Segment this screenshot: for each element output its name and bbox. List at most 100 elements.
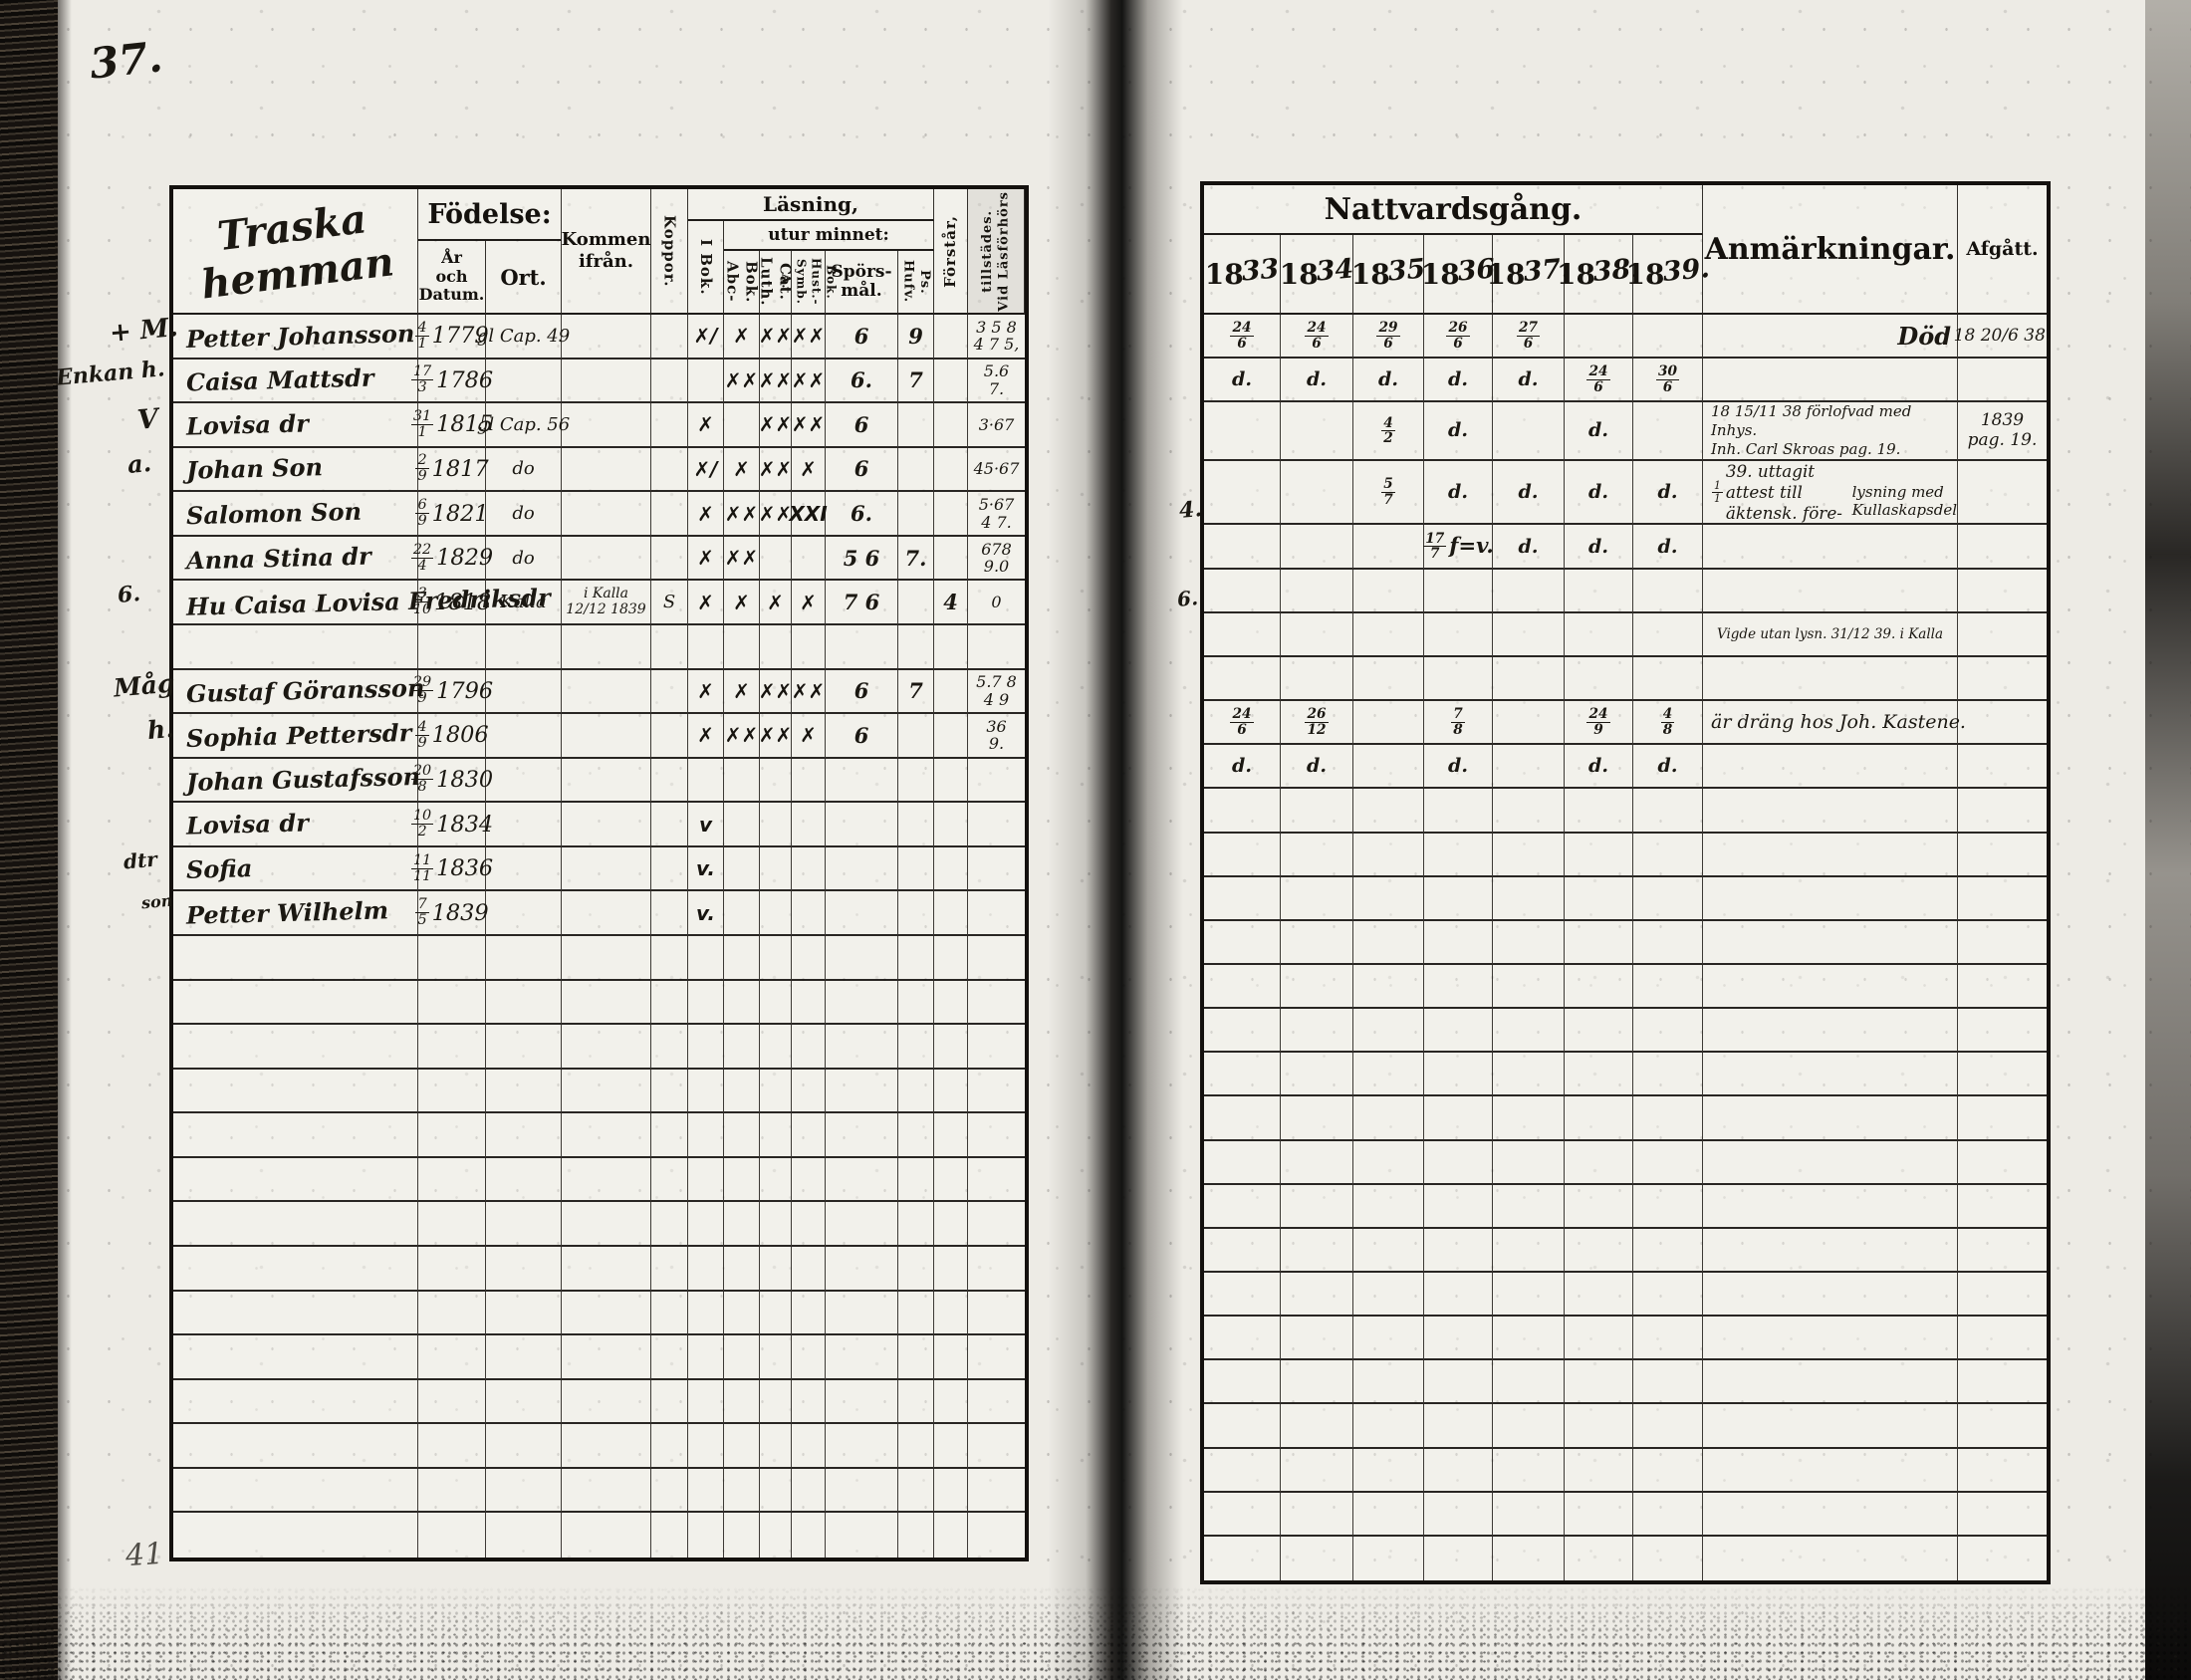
- right-cell-r17-c6: [1633, 1053, 1703, 1097]
- right-cell-r13-c6: [1633, 876, 1703, 921]
- left-cell-r12-c2: [486, 803, 562, 847]
- left-cell-r16-c10: [898, 980, 934, 1026]
- left-cell-r14-c5: v.: [688, 891, 724, 936]
- left-cell-r24-c8: [792, 1335, 826, 1380]
- left-cell-r22-c11: [934, 1247, 968, 1292]
- left-cell-r28-c1: [418, 1513, 486, 1558]
- right-cell-r15-c6: [1633, 964, 1703, 1010]
- left-cell-r22-c2: [486, 1247, 562, 1292]
- right-cell-r10-c7: [1703, 745, 1958, 790]
- left-cell-r25-c9: [826, 1379, 898, 1425]
- left-cell-r21-c2: [486, 1202, 562, 1247]
- left-cell-r11-c3: [562, 758, 651, 804]
- left-cell-r16-c2: [486, 980, 562, 1026]
- left-cell-r13-c1: 11 11 1836: [410, 846, 493, 892]
- right-cell-r2-c8: [1958, 359, 2047, 403]
- right-cell-r23-c6: [1633, 1317, 1703, 1361]
- left-cell-r21-c6: [724, 1202, 760, 1247]
- left-cell-r4-c11: [934, 447, 968, 493]
- right-cell-r11-c4: [1493, 789, 1565, 834]
- right-cell-r9-c4: [1493, 701, 1565, 746]
- right-cell-r10-c4: [1493, 745, 1565, 790]
- right-cell-r28-c7: [1703, 1536, 1958, 1580]
- left-cell-r20-c9: [826, 1157, 898, 1203]
- left-cell-r18-c4: [651, 1069, 688, 1114]
- right-cell-r21-c5: [1565, 1228, 1633, 1273]
- right-cell-r28-c5: [1565, 1536, 1633, 1580]
- left-cell-r8-c1: [418, 625, 486, 670]
- right-cell-r2-c5: 24 6: [1565, 359, 1633, 403]
- left-cell-r11-c4: [651, 758, 688, 804]
- left-cell-r10-c3: [562, 714, 651, 759]
- right-cell-r3-c6: [1633, 402, 1703, 461]
- left-cell-r19-c3: [562, 1113, 651, 1158]
- left-cell-r3-c3: [562, 403, 651, 448]
- right-cell-r7-c4: [1493, 612, 1565, 657]
- right-cell-r22-c3: [1424, 1272, 1493, 1318]
- left-cell-r14-c8: [792, 891, 826, 936]
- right-cell-r12-c1: [1281, 833, 1353, 877]
- left-cell-r8-c12: [968, 625, 1025, 670]
- right-cell-r28-c6: [1633, 1536, 1703, 1580]
- left-cell-r12-c6: [724, 803, 760, 847]
- left-cell-r16-c12: [968, 981, 1025, 1026]
- left-cell-r6-c7: [760, 536, 792, 582]
- right-cell-r22-c0: [1204, 1272, 1281, 1318]
- left-cell-r6-c12: 678 9.0: [968, 537, 1025, 582]
- left-cell-r4-c10: [898, 447, 934, 493]
- left-cell-r2-c7: ✗✗: [759, 359, 792, 404]
- left-cell-r2-c9: 6.: [826, 359, 898, 404]
- left-cell-r17-c8: [792, 1025, 826, 1070]
- left-cell-r13-c9: [826, 846, 898, 892]
- right-cell-r4-c8: [1958, 461, 2047, 526]
- left-cell-r8-c5: [688, 625, 724, 670]
- right-cell-r27-c0: [1204, 1492, 1281, 1537]
- right-cell-r13-c2: [1353, 876, 1424, 921]
- year-header-5: 18 37.: [1487, 235, 1571, 315]
- left-cell-r3-c1: 31 1 1815: [410, 403, 493, 448]
- left-cell-r4-c8: ✗: [792, 447, 826, 493]
- book-right-edge: [2145, 0, 2191, 1680]
- right-cell-r11-c5: [1565, 789, 1633, 834]
- left-cell-r28-c11: [934, 1513, 968, 1558]
- left-cell-r26-c12: [968, 1424, 1025, 1469]
- left-cell-r20-c4: [651, 1157, 688, 1203]
- page-number-bottom: 41: [123, 1536, 165, 1574]
- left-cell-r27-c2: [486, 1468, 562, 1514]
- left-table-header: Traska hemman Födelse: År och Datum. Ort…: [173, 189, 1025, 315]
- left-cell-r2-c2: [486, 359, 562, 404]
- left-cell-r13-c10: [898, 846, 934, 892]
- book-spine-edge: [0, 0, 72, 1680]
- left-cell-r28-c9: [826, 1513, 898, 1558]
- left-cell-r19-c5: [688, 1113, 724, 1158]
- right-cell-r15-c0: [1204, 964, 1281, 1010]
- header-luth-cat: Luth. Cat.: [758, 251, 794, 315]
- header-anmarkningar: Anmärkningar.: [1703, 185, 1958, 315]
- left-cell-r12-c1: 10 2 1834: [410, 803, 493, 847]
- left-cell-r6-c1: 22 4 1829: [410, 536, 493, 582]
- right-cell-r11-c7: [1703, 789, 1958, 834]
- left-cell-r9-c9: 6: [826, 669, 898, 715]
- left-cell-r28-c0: [173, 1513, 418, 1558]
- left-cell-r18-c0: [173, 1069, 418, 1114]
- left-cell-r7-c12: 0: [968, 581, 1025, 625]
- right-cell-r27-c6: [1633, 1492, 1703, 1537]
- right-cell-r5-c2: [1353, 525, 1424, 570]
- right-cell-r7-c8: [1958, 613, 2047, 657]
- left-cell-r9-c0: Gustaf Göransson: [173, 669, 425, 715]
- left-cell-r5-c10: [898, 492, 934, 537]
- left-cell-r16-c1: [418, 980, 486, 1026]
- left-cell-r22-c12: [968, 1247, 1025, 1292]
- left-cell-r26-c10: [898, 1424, 934, 1469]
- right-cell-r17-c3: [1424, 1053, 1493, 1097]
- left-cell-r18-c12: [968, 1070, 1025, 1114]
- right-cell-r25-c1: [1281, 1404, 1353, 1449]
- left-cell-r11-c1: 20 8 1830: [410, 758, 493, 804]
- right-cell-r2-c4: d.: [1493, 359, 1565, 403]
- left-cell-r1-c5: ✗/: [688, 315, 724, 360]
- right-cell-r27-c8: [1958, 1493, 2047, 1537]
- right-cell-r21-c0: [1204, 1228, 1281, 1273]
- right-cell-r20-c5: [1565, 1184, 1633, 1229]
- left-cell-r26-c2: [486, 1424, 562, 1469]
